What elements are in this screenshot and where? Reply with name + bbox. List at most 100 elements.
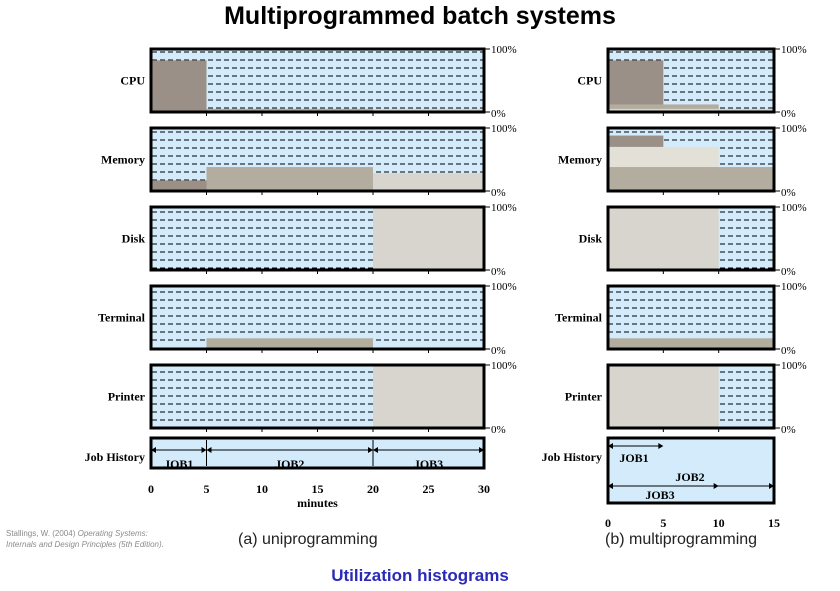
- citation-author: Stallings, W. (2004): [6, 529, 76, 538]
- utilization-bar-job1: [151, 60, 207, 112]
- resource-label: Printer: [108, 390, 146, 404]
- scale-label-top: 100%: [781, 44, 807, 56]
- caption-uniprogramming: (a) uniprogramming: [238, 531, 378, 548]
- resource-row-terminal: 100% 0% Terminal: [98, 281, 517, 357]
- x-axis-label: minutes: [297, 496, 338, 510]
- scale-label-top: 100%: [781, 202, 807, 214]
- citation: Stallings, W. (2004) Operating Systems: …: [6, 528, 196, 550]
- scale-label-bottom: 0%: [491, 424, 506, 436]
- resource-frame: [606, 205, 776, 272]
- resource-row-cpu: 100% 0% CPU: [577, 44, 806, 120]
- utilization-bar-job3: [373, 173, 484, 191]
- x-tick-label: 10: [713, 516, 725, 530]
- utilization-bar-job2: [206, 338, 373, 349]
- scale-label-top: 100%: [491, 202, 517, 214]
- resource-label: Memory: [101, 153, 145, 167]
- job-label: JOB3: [645, 488, 674, 502]
- resource-label: CPU: [577, 74, 602, 88]
- job-history: Job History JOB1 JOB2 JOB3: [85, 436, 486, 471]
- utilization-bar-job2: [206, 108, 373, 112]
- scale-label-bottom: 0%: [781, 108, 796, 120]
- scale-label-top: 100%: [781, 123, 807, 135]
- job-arrow-head-left: [151, 447, 156, 453]
- job-label: JOB1: [164, 457, 193, 471]
- scale-label-bottom: 0%: [781, 266, 796, 278]
- uniprogramming-panel: 100%0%CPU100%0%Memory100%0%Disk100%0%Ter…: [85, 44, 517, 510]
- job-label: JOB3: [414, 457, 443, 471]
- resource-label: Printer: [565, 390, 603, 404]
- resource-row-cpu: 100% 0% CPU: [120, 44, 516, 120]
- utilization-bar-job2: [608, 338, 774, 349]
- scale-label-top: 100%: [491, 44, 517, 56]
- scale-label-top: 100%: [491, 281, 517, 293]
- job-label: JOB2: [675, 470, 704, 484]
- scale-label-top: 100%: [781, 281, 807, 293]
- job-entry-job3: JOB3: [608, 483, 719, 502]
- job-history-label: Job History: [85, 450, 145, 464]
- scale-label-bottom: 0%: [491, 187, 506, 199]
- resource-row-printer: 100% 0% Printer: [565, 360, 807, 436]
- x-tick-label: 5: [660, 516, 666, 530]
- utilization-bar-job3: [608, 108, 774, 112]
- scale-label-top: 100%: [491, 123, 517, 135]
- x-tick-label: 10: [256, 482, 268, 496]
- resource-label: Terminal: [555, 311, 603, 325]
- utilization-bar-job1: [608, 60, 664, 112]
- job-arrow-head-right: [658, 443, 664, 449]
- x-tick-label: 20: [367, 482, 379, 496]
- resource-label: CPU: [120, 74, 145, 88]
- job-arrow-head-right: [368, 447, 373, 453]
- utilization-bar-job3: [608, 207, 719, 270]
- resource-frame: [606, 126, 776, 193]
- scale-label-bottom: 0%: [781, 187, 796, 199]
- x-tick-label: 25: [423, 482, 435, 496]
- job-label: JOB1: [619, 451, 648, 465]
- job-arrow-head-right: [713, 483, 719, 489]
- resource-row-memory: 100% 0% Memory: [558, 123, 807, 199]
- job-arrow-head-right: [479, 447, 484, 453]
- utilization-bar-job1: [608, 135, 664, 147]
- resource-row-disk: 100% 0% Disk: [122, 202, 517, 278]
- resource-frame: [606, 284, 776, 351]
- resource-label: Terminal: [98, 311, 146, 325]
- resource-row-printer: 100% 0% Printer: [108, 360, 517, 436]
- job-arrow-head-right: [769, 483, 774, 489]
- scale-label-bottom: 0%: [491, 345, 506, 357]
- x-tick-label: 15: [312, 482, 324, 496]
- utilization-bar-job3: [373, 108, 484, 112]
- resource-row-terminal: 100% 0% Terminal: [555, 281, 807, 357]
- citation-work-line2: Internals and Design Principles (5th Edi…: [6, 540, 164, 549]
- scale-label-bottom: 0%: [781, 424, 796, 436]
- job-arrow-head-left: [608, 483, 613, 489]
- resource-row-disk: 100% 0% Disk: [579, 202, 807, 278]
- utilization-bar-job3: [373, 207, 484, 270]
- job-entry-job2: JOB2: [206, 440, 373, 471]
- resource-frame: [606, 47, 776, 114]
- job-arrow-head-left: [206, 447, 212, 453]
- job-entry-job1: JOB1: [608, 443, 664, 465]
- x-tick-label: 0: [148, 482, 154, 496]
- caption-multiprogramming: (b) multiprogramming: [605, 531, 758, 548]
- scale-label-bottom: 0%: [781, 345, 796, 357]
- job-entry-job3: JOB3: [372, 440, 484, 471]
- job-history-label: Job History: [542, 450, 602, 464]
- resource-frame: [606, 363, 776, 430]
- scale-label-bottom: 0%: [491, 108, 506, 120]
- scale-label-top: 100%: [491, 360, 517, 372]
- utilization-bar-job3: [373, 365, 484, 428]
- resource-label: Disk: [579, 232, 603, 246]
- job-entry-job1: JOB1: [151, 447, 207, 471]
- utilization-bar-job3: [608, 365, 719, 428]
- resource-label: Disk: [122, 232, 146, 246]
- footer-title: Utilization histograms: [331, 566, 509, 585]
- job-arrow-head-left: [373, 447, 378, 453]
- job-history-frame: [606, 436, 776, 505]
- utilization-bar-job2: [608, 167, 774, 191]
- resource-label: Memory: [558, 153, 602, 167]
- citation-work-line1: Operating Systems:: [77, 529, 148, 538]
- utilization-bar-job2: [206, 167, 373, 191]
- job-arrow-head-left: [608, 443, 613, 449]
- x-tick-label: 0: [605, 516, 611, 530]
